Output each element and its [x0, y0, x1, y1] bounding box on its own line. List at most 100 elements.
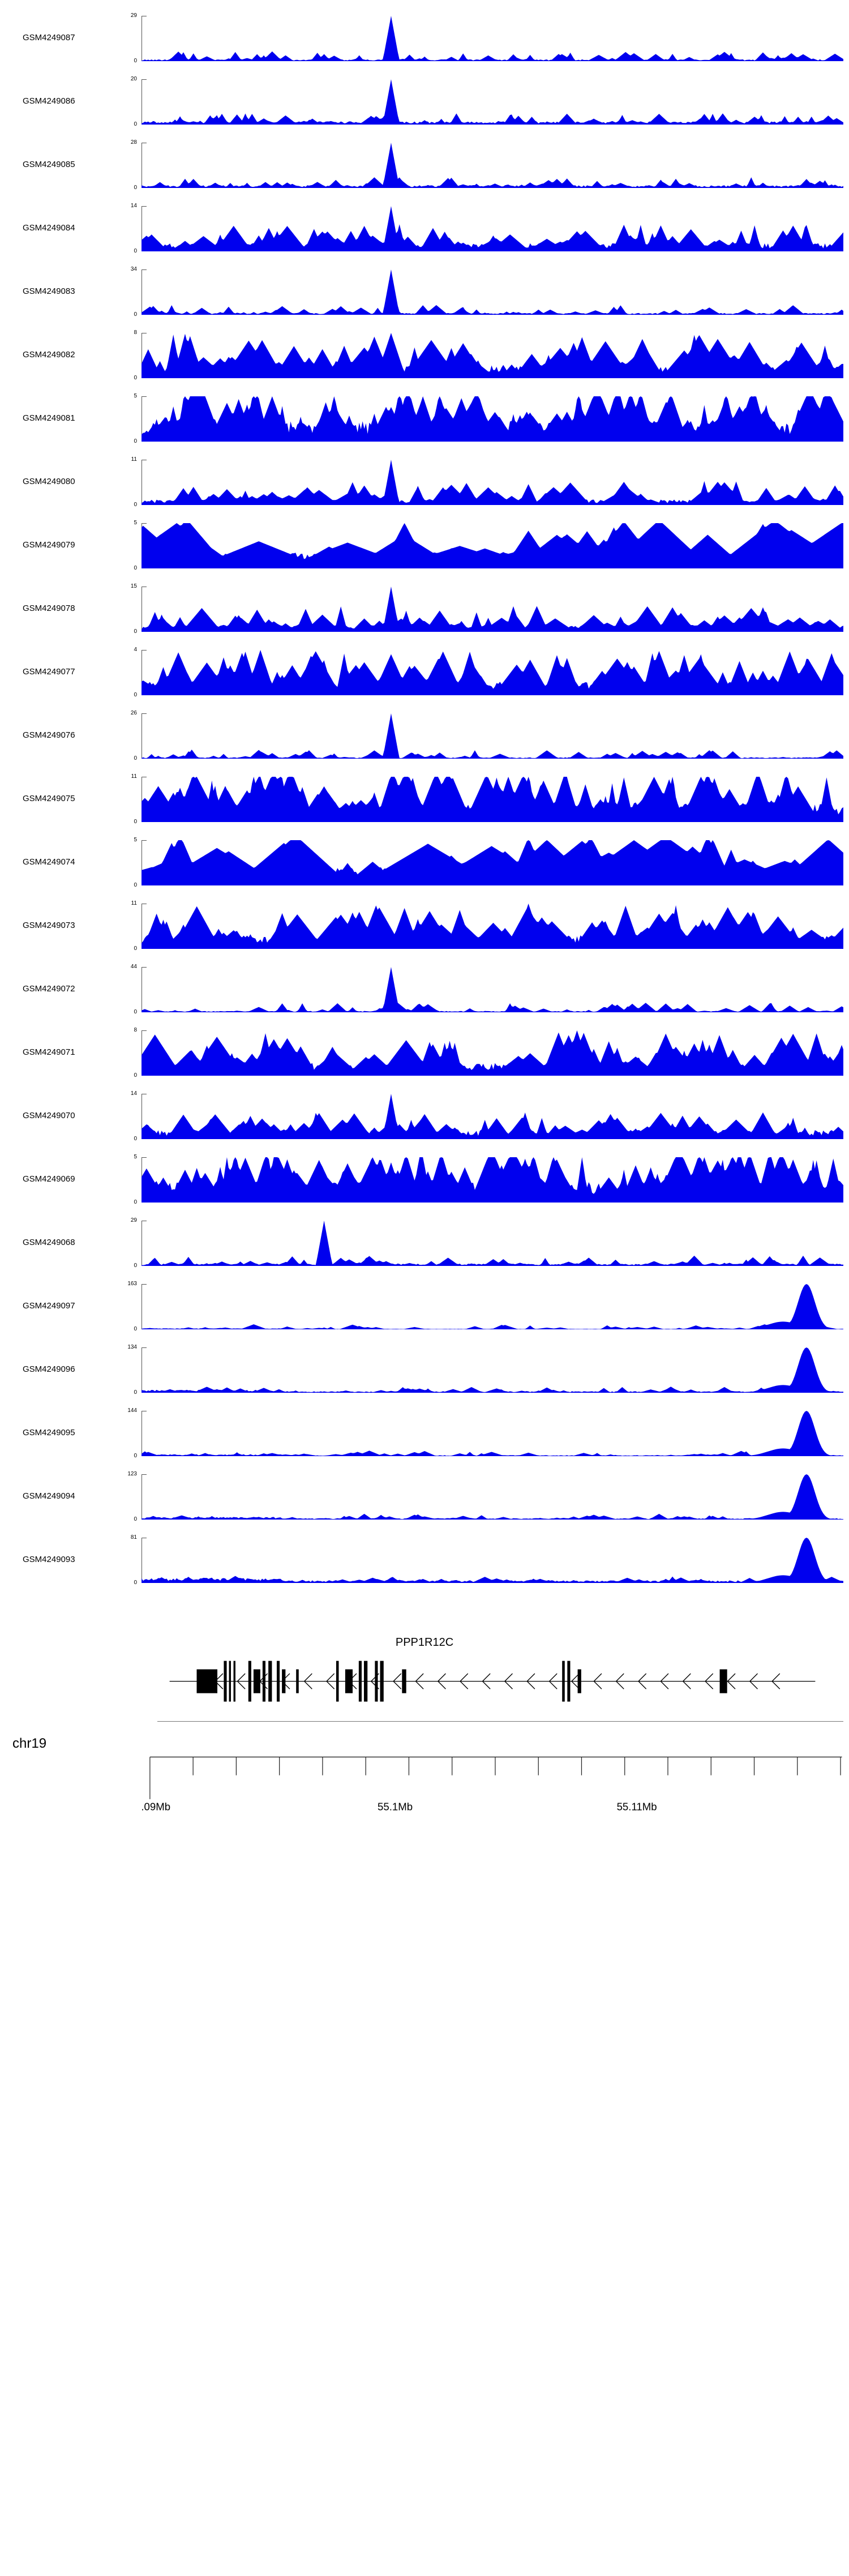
coverage-svg [142, 777, 843, 822]
chromosome-label: chr19 [12, 1736, 47, 1751]
coverage-track[interactable]: GSM4249077 4 0 [0, 647, 849, 698]
coverage-svg [142, 79, 843, 125]
coverage-plot[interactable] [142, 79, 843, 125]
coverage-svg [142, 713, 843, 759]
gene-exon[interactable] [345, 1669, 353, 1693]
gene-exon[interactable] [375, 1661, 378, 1702]
coverage-area [142, 1284, 843, 1329]
coverage-svg [142, 840, 843, 885]
coverage-svg [142, 460, 843, 505]
gene-exon[interactable] [196, 1669, 218, 1693]
y-axis-min-value: 0 [134, 1516, 137, 1522]
gene-exon[interactable] [229, 1661, 231, 1702]
coverage-track[interactable]: GSM4249083 34 0 [0, 267, 849, 318]
gene-exon[interactable] [268, 1661, 272, 1702]
coverage-plot[interactable] [142, 1157, 843, 1203]
coverage-svg [142, 1221, 843, 1266]
coverage-track[interactable]: GSM4249093 81 0 [0, 1535, 849, 1586]
gene-exon[interactable] [719, 1669, 727, 1693]
y-axis-min-value: 0 [134, 121, 137, 127]
coverage-track[interactable]: GSM4249081 5 0 [0, 393, 849, 444]
coverage-plot[interactable] [142, 904, 843, 949]
coverage-track[interactable]: GSM4249070 14 0 [0, 1091, 849, 1142]
y-axis-min-value: 0 [134, 1453, 137, 1459]
gene-exon[interactable] [567, 1661, 571, 1702]
coverage-track[interactable]: GSM4249068 29 0 [0, 1218, 849, 1269]
coverage-plot[interactable] [142, 840, 843, 885]
coverage-track[interactable]: GSM4249086 20 0 [0, 76, 849, 127]
coverage-track[interactable]: GSM4249094 123 0 [0, 1471, 849, 1522]
coverage-plot[interactable] [142, 206, 843, 251]
coverage-plot[interactable] [142, 1221, 843, 1266]
coverage-plot[interactable] [142, 143, 843, 188]
coverage-plot[interactable] [142, 1411, 843, 1456]
coverage-area [142, 713, 843, 759]
coverage-plot[interactable] [142, 967, 843, 1012]
coverage-track[interactable]: GSM4249082 8 0 [0, 330, 849, 381]
gene-exon[interactable] [262, 1661, 266, 1702]
y-axis-max-value: 26 [130, 710, 137, 716]
axis-tick-label: 55.1Mb [378, 1801, 413, 1813]
gene-exon[interactable] [577, 1669, 581, 1693]
coverage-plot[interactable] [142, 333, 843, 378]
coverage-plot[interactable] [142, 460, 843, 505]
track-sample-label: GSM4249096 [23, 1364, 75, 1374]
coverage-track[interactable]: GSM4249069 5 0 [0, 1154, 849, 1205]
gene-exon[interactable] [358, 1661, 362, 1702]
coverage-track[interactable]: GSM4249080 11 0 [0, 457, 849, 508]
coverage-plot[interactable] [142, 777, 843, 822]
coverage-plot[interactable] [142, 1347, 843, 1393]
strand-arrow-icon [326, 1673, 335, 1689]
gene-exon[interactable] [296, 1669, 299, 1693]
coverage-plot[interactable] [142, 1030, 843, 1076]
y-axis-min-value: 0 [134, 185, 137, 191]
coverage-track[interactable]: GSM4249085 28 0 [0, 140, 849, 191]
coverage-track[interactable]: GSM4249079 5 0 [0, 520, 849, 571]
coverage-track[interactable]: GSM4249073 11 0 [0, 901, 849, 952]
gene-exon[interactable] [402, 1669, 406, 1693]
coverage-area [142, 967, 843, 1012]
coverage-plot[interactable] [142, 396, 843, 442]
coverage-plot[interactable] [142, 1538, 843, 1583]
coverage-track[interactable]: GSM4249097 163 0 [0, 1281, 849, 1332]
coverage-plot[interactable] [142, 587, 843, 632]
coverage-track[interactable]: GSM4249074 5 0 [0, 837, 849, 888]
strand-arrow-icon [526, 1673, 535, 1689]
coverage-track[interactable]: GSM4249075 11 0 [0, 774, 849, 825]
track-sample-label: GSM4249079 [23, 540, 75, 550]
coverage-track[interactable]: GSM4249072 44 0 [0, 964, 849, 1015]
track-sample-label: GSM4249071 [23, 1047, 75, 1057]
y-axis-tick-max [142, 1157, 147, 1158]
track-sample-label: GSM4249085 [23, 160, 75, 169]
coverage-plot[interactable] [142, 269, 843, 315]
gene-exon[interactable] [282, 1669, 286, 1693]
gene-exon[interactable] [253, 1669, 260, 1693]
coverage-plot[interactable] [142, 16, 843, 61]
coverage-plot[interactable] [142, 1284, 843, 1329]
coverage-track[interactable]: GSM4249078 15 0 [0, 584, 849, 635]
gene-exon[interactable] [276, 1661, 280, 1702]
gene-exon[interactable] [363, 1661, 368, 1702]
coverage-svg [142, 904, 843, 949]
coverage-plot[interactable] [142, 523, 843, 568]
coverage-plot[interactable] [142, 1094, 843, 1139]
gene-exon[interactable] [233, 1661, 235, 1702]
coverage-track[interactable]: GSM4249095 144 0 [0, 1408, 849, 1459]
coverage-plot[interactable] [142, 713, 843, 759]
coverage-track[interactable]: GSM4249096 134 0 [0, 1345, 849, 1396]
gene-exon[interactable] [562, 1661, 565, 1702]
gene-exon[interactable] [224, 1661, 227, 1702]
gene-exon[interactable] [248, 1661, 251, 1702]
gene-exon[interactable] [380, 1661, 384, 1702]
strand-arrow-icon [727, 1673, 736, 1689]
y-axis-min-value: 0 [134, 565, 137, 571]
coverage-track[interactable]: GSM4249076 26 0 [0, 710, 849, 761]
y-axis-min-value: 0 [134, 1326, 137, 1332]
coverage-plot[interactable] [142, 650, 843, 695]
coverage-track[interactable]: GSM4249087 29 0 [0, 13, 849, 64]
coverage-track[interactable]: GSM4249084 14 0 [0, 203, 849, 254]
gene-exon[interactable] [336, 1661, 339, 1702]
coverage-track[interactable]: GSM4249071 8 0 [0, 1028, 849, 1079]
coverage-plot[interactable] [142, 1474, 843, 1520]
coverage-svg [142, 1094, 843, 1139]
